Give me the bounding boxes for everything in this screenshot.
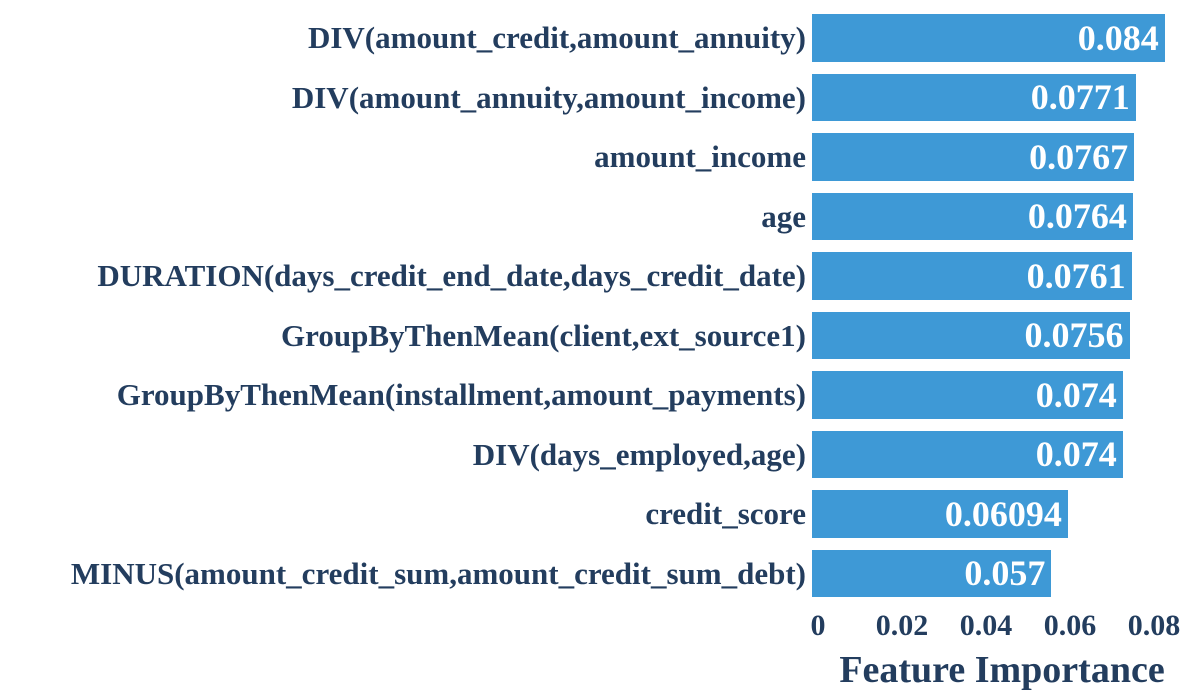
bar-track: 0.057 [812, 549, 1200, 597]
category-label: GroupByThenMean(installment,amount_payme… [116, 377, 806, 413]
bar: 0.0756 [812, 311, 1130, 359]
bar: 0.0761 [812, 252, 1132, 300]
bar: 0.074 [812, 371, 1123, 419]
x-tick-label: 0.08 [1127, 609, 1181, 642]
bar-value-label: 0.074 [1035, 434, 1117, 475]
category-label: GroupByThenMean(client,ext_source1) [281, 317, 806, 353]
bar-track: 0.0756 [812, 311, 1200, 359]
bar-track: 0.0764 [812, 192, 1200, 240]
bar-track: 0.06094 [812, 490, 1200, 538]
x-tick-label: 0.04 [959, 609, 1013, 642]
x-axis: 0 0.02 0.04 0.06 0.08 [0, 603, 1200, 648]
bar-value-label: 0.057 [964, 553, 1046, 594]
bars-area: DIV(amount_credit,amount_annuity) 0.084 DI… [0, 8, 1200, 603]
category-label: MINUS(amount_credit_sum,amount_credit_su… [70, 555, 806, 591]
bar-row: DURATION(days_credit_end_date,days_credi… [0, 246, 1200, 306]
bar-track: 0.0771 [812, 73, 1200, 121]
bar-row: credit_score 0.06094 [0, 484, 1200, 544]
bar-track: 0.0767 [812, 133, 1200, 181]
bar-row: DIV(amount_credit,amount_annuity) 0.084 [0, 8, 1200, 68]
bar: 0.084 [812, 14, 1165, 62]
bar-value-label: 0.0767 [1029, 136, 1129, 177]
bar-row: GroupByThenMean(installment,amount_payme… [0, 365, 1200, 425]
category-label: credit_score [645, 496, 806, 532]
x-tick-label: 0 [810, 609, 826, 642]
bar-value-label: 0.0764 [1027, 196, 1127, 237]
bar-value-label: 0.084 [1077, 17, 1159, 58]
bar: 0.074 [812, 430, 1123, 478]
bar-value-label: 0.0761 [1026, 255, 1126, 296]
bar-row: DIV(amount_annuity,amount_income) 0.0771 [0, 68, 1200, 128]
x-tick-label: 0.02 [875, 609, 929, 642]
bar: 0.06094 [812, 490, 1068, 538]
bar-row: MINUS(amount_credit_sum,amount_credit_su… [0, 544, 1200, 604]
category-label: DURATION(days_credit_end_date,days_credi… [97, 258, 806, 294]
bar-track: 0.074 [812, 430, 1200, 478]
bar-track: 0.084 [812, 14, 1200, 62]
category-label: amount_income [594, 139, 806, 175]
bar-value-label: 0.0771 [1030, 77, 1130, 118]
bar: 0.0764 [812, 192, 1133, 240]
x-axis-title: Feature Importance [839, 649, 1165, 691]
bar-value-label: 0.06094 [944, 493, 1062, 534]
category-label: DIV(amount_credit,amount_annuity) [307, 20, 806, 56]
category-label: age [761, 198, 806, 234]
x-tick-label: 0.06 [1043, 609, 1097, 642]
bar-row: GroupByThenMean(client,ext_source1) 0.075… [0, 306, 1200, 366]
bar-row: age 0.0764 [0, 187, 1200, 247]
bar-track: 0.074 [812, 371, 1200, 419]
category-label: DIV(amount_annuity,amount_income) [291, 79, 806, 115]
bar-value-label: 0.0756 [1024, 315, 1124, 356]
bar: 0.057 [812, 549, 1052, 597]
bar-row: amount_income 0.0767 [0, 127, 1200, 187]
bar-track: 0.0761 [812, 252, 1200, 300]
category-label: DIV(days_employed,age) [472, 436, 806, 472]
bar: 0.0771 [812, 73, 1136, 121]
bar-value-label: 0.074 [1035, 374, 1117, 415]
bar: 0.0767 [812, 133, 1135, 181]
bar-row: DIV(days_employed,age) 0.074 [0, 425, 1200, 485]
